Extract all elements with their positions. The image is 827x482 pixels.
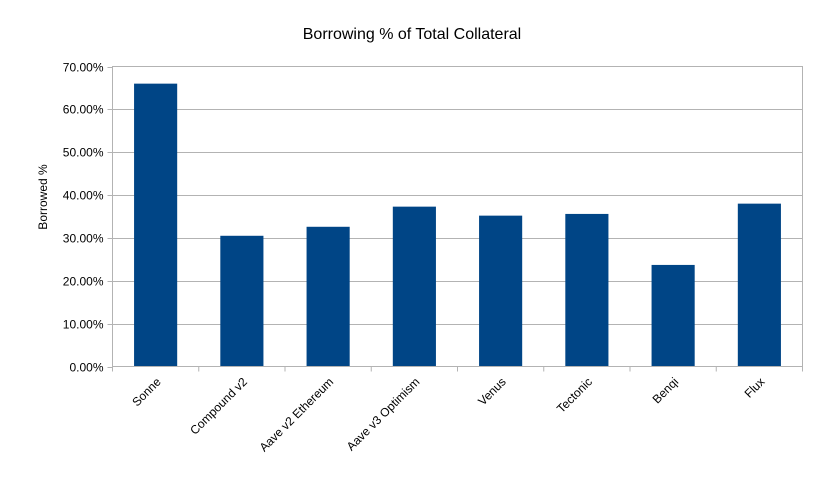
x-tick-label: Aave v2 Ethereum xyxy=(257,375,337,455)
y-tick-label: 50.00% xyxy=(63,146,104,160)
gridlines xyxy=(112,109,803,325)
bar xyxy=(134,83,178,367)
y-tick-label: 70.00% xyxy=(63,61,104,75)
x-tick-label: Aave v3 Optimism xyxy=(344,375,423,454)
bars xyxy=(134,83,781,367)
x-tick-label: Compound v2 xyxy=(187,374,250,437)
x-tick-label: Venus xyxy=(475,375,508,408)
y-tick-label: 60.00% xyxy=(63,103,104,117)
bar xyxy=(737,203,781,367)
bar xyxy=(306,226,350,367)
y-tick-label: 10.00% xyxy=(63,318,104,332)
y-axis-label: Borrowed % xyxy=(36,164,50,230)
x-tick-label: Tectonic xyxy=(554,375,595,416)
x-axis-ticks: Sonne Compound v2 Aave v2 Ethereum Aave v3 … xyxy=(112,366,803,455)
y-axis-ticks: 0.00% 10.00% 20.00% 30.00% 40.00% 50.00% 60.00… xyxy=(63,61,113,375)
x-tick-label: Flux xyxy=(742,375,768,401)
y-tick-label: 20.00% xyxy=(63,275,104,289)
x-tick-label: Sonne xyxy=(129,374,164,409)
plot-area xyxy=(112,66,803,367)
y-tick-label: 0.00% xyxy=(69,361,103,375)
y-tick-label: 40.00% xyxy=(63,189,104,203)
bar xyxy=(392,206,436,367)
bar xyxy=(479,215,523,367)
bar xyxy=(220,235,264,367)
y-tick-label: 30.00% xyxy=(63,232,104,246)
bar xyxy=(565,213,609,367)
bar xyxy=(651,264,695,367)
chart-title: Borrowing % of Total Collateral xyxy=(303,26,521,43)
x-tick-label: Benqi xyxy=(650,375,682,407)
